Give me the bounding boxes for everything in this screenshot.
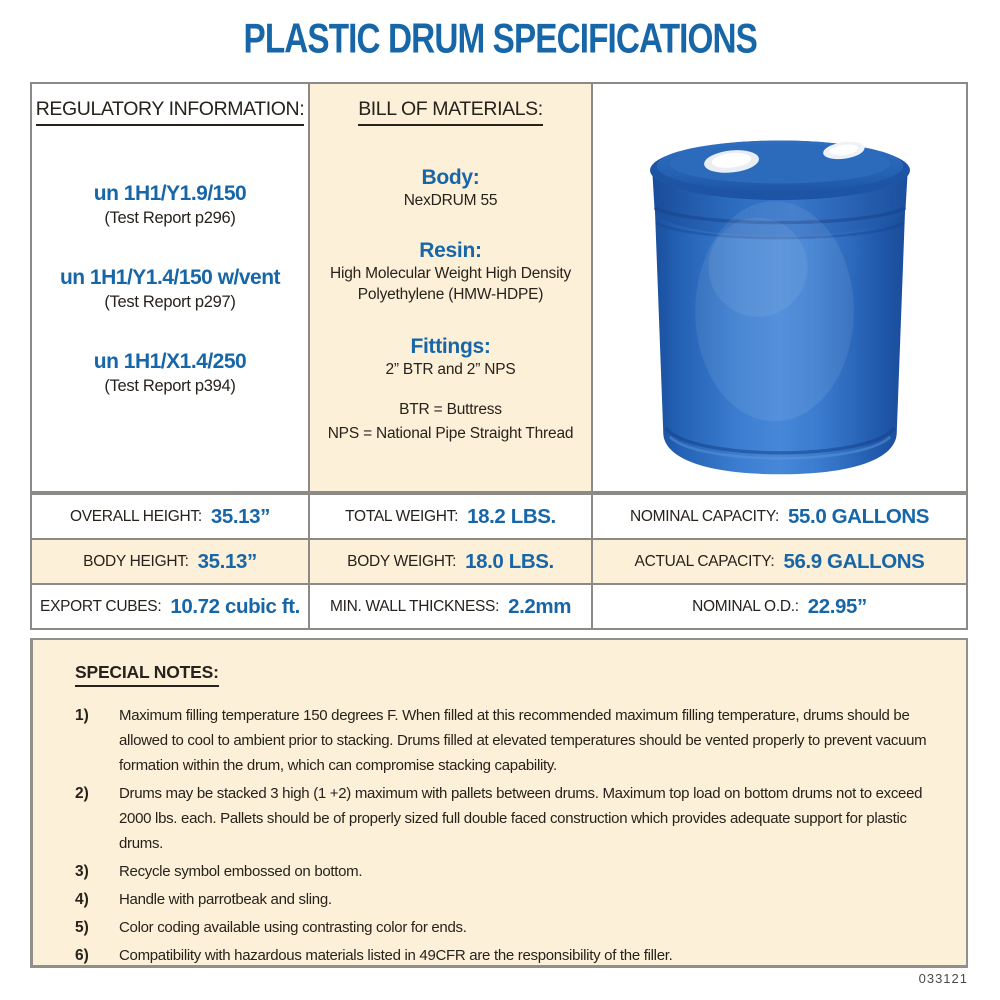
test-report-ref: (Test Report p296)	[104, 209, 236, 227]
spec-nominal-capacity: NOMINAL CAPACITY: 55.0 GALLONS	[593, 493, 966, 538]
bill-of-materials-column: BILL OF MATERIALS: Body: NexDRUM 55 Resi…	[310, 84, 593, 491]
drum-photo-column	[593, 84, 966, 491]
spec-value: 18.2 LBS.	[467, 504, 556, 528]
document-code: 033121	[918, 971, 968, 986]
spec-label: OVERALL HEIGHT:	[69, 507, 202, 525]
spec-label: TOTAL WEIGHT:	[345, 507, 459, 525]
regulatory-entry: un 1H1/X1.4/250 (Test Report p394)	[32, 350, 308, 396]
special-notes-box: SPECIAL NOTES: 1) Maximum filling temper…	[30, 638, 968, 968]
note-number: 3)	[75, 863, 89, 880]
spec-min-wall-thickness: MIN. WALL THICKNESS: 2.2mm	[310, 583, 593, 628]
regulatory-heading: REGULATORY INFORMATION:	[35, 98, 305, 126]
regulatory-entry: un 1H1/Y1.9/150 (Test Report p296)	[32, 182, 308, 228]
bom-body-section: Body: NexDRUM 55	[310, 166, 591, 211]
spec-total-weight: TOTAL WEIGHT: 18.2 LBS.	[310, 493, 593, 538]
note-number: 5)	[75, 919, 89, 936]
spec-label: ACTUAL CAPACITY:	[634, 552, 775, 570]
note-number: 6)	[75, 947, 89, 964]
top-info-table: REGULATORY INFORMATION: un 1H1/Y1.9/150 …	[30, 82, 968, 493]
spec-actual-capacity: ACTUAL CAPACITY: 56.9 GALLONS	[593, 538, 966, 583]
test-report-ref: (Test Report p394)	[104, 377, 236, 395]
spec-value: 18.0 LBS.	[465, 549, 554, 573]
note-text: Handle with parrotbeak and sling.	[119, 891, 332, 908]
page-title-text: PLASTIC DRUM SPECIFICATIONS	[243, 15, 757, 62]
spec-label: NOMINAL CAPACITY:	[629, 507, 780, 525]
note-text: Compatibility with hazardous materials l…	[119, 947, 673, 964]
spec-nominal-od: NOMINAL O.D.: 22.95”	[593, 583, 966, 628]
un-rating-code: un 1H1/Y1.4/150 w/vent	[59, 266, 281, 289]
spec-label: EXPORT CUBES:	[40, 597, 162, 615]
special-notes-heading: SPECIAL NOTES:	[75, 662, 219, 687]
spec-body-height: BODY HEIGHT: 35.13”	[32, 538, 310, 583]
spec-export-cubes: EXPORT CUBES: 10.72 cubic ft.	[32, 583, 310, 628]
bom-abbreviation-nps: NPS = National Pipe Straight Thread	[327, 425, 574, 442]
spec-overall-height: OVERALL HEIGHT: 35.13”	[32, 493, 310, 538]
bom-fittings-section: Fittings: 2” BTR and 2” NPS	[310, 335, 591, 380]
blue-drum-illustration	[649, 140, 910, 475]
note-number: 2)	[75, 785, 89, 802]
spec-body-weight: BODY WEIGHT: 18.0 LBS.	[310, 538, 593, 583]
note-text: Color coding available using contrasting…	[119, 919, 467, 936]
spec-label: NOMINAL O.D.:	[692, 597, 799, 615]
bom-body-value: NexDRUM 55	[403, 192, 498, 209]
bill-of-materials-heading: BILL OF MATERIALS:	[358, 98, 543, 126]
page-title: PLASTIC DRUM SPECIFICATIONS	[0, 15, 1000, 62]
bom-resin-section: Resin: High Molecular Weight High Densit…	[310, 239, 591, 305]
spec-label: BODY WEIGHT:	[347, 552, 457, 570]
special-notes-list: 1) Maximum filling temperature 150 degre…	[75, 703, 932, 968]
bom-abbreviation-btr: BTR = Buttress	[399, 401, 502, 418]
spec-value: 35.13”	[197, 549, 258, 573]
note-text: Recycle symbol embossed on bottom.	[119, 863, 363, 880]
spec-value: 55.0 GALLONS	[788, 504, 930, 528]
spec-value: 56.9 GALLONS	[783, 549, 925, 573]
spec-value: 35.13”	[210, 504, 271, 528]
note-text: Maximum filling temperature 150 degrees …	[119, 707, 927, 774]
spec-value: 22.95”	[807, 594, 868, 618]
spec-label: MIN. WALL THICKNESS:	[329, 597, 500, 615]
note-text: Drums may be stacked 3 high (1 +2) maxim…	[119, 785, 923, 852]
test-report-ref: (Test Report p297)	[104, 293, 236, 311]
bom-resin-line: Polyethylene (HMW-HDPE)	[357, 286, 544, 303]
regulatory-information-column: REGULATORY INFORMATION: un 1H1/Y1.9/150 …	[32, 84, 310, 491]
note-number: 1)	[75, 707, 89, 724]
blue-drum-image	[625, 102, 935, 482]
un-rating-code: un 1H1/Y1.9/150	[93, 182, 247, 205]
bom-fittings-abbreviations: BTR = Buttress NPS = National Pipe Strai…	[310, 398, 591, 446]
bom-fittings-label: Fittings:	[410, 335, 491, 358]
bom-fittings-value: 2” BTR and 2” NPS	[385, 361, 516, 378]
note-number: 4)	[75, 891, 89, 908]
spec-table: OVERALL HEIGHT: 35.13” TOTAL WEIGHT: 18.…	[30, 493, 968, 630]
bom-resin-label: Resin:	[419, 239, 482, 262]
regulatory-entry: un 1H1/Y1.4/150 w/vent (Test Report p297…	[32, 266, 308, 312]
spec-value: 10.72 cubic ft.	[170, 594, 300, 618]
bom-resin-line: High Molecular Weight High Density	[329, 265, 572, 282]
spec-value: 2.2mm	[508, 594, 572, 618]
bom-body-label: Body:	[421, 166, 480, 189]
spec-label: BODY HEIGHT:	[83, 552, 189, 570]
un-rating-code: un 1H1/X1.4/250	[93, 350, 247, 373]
